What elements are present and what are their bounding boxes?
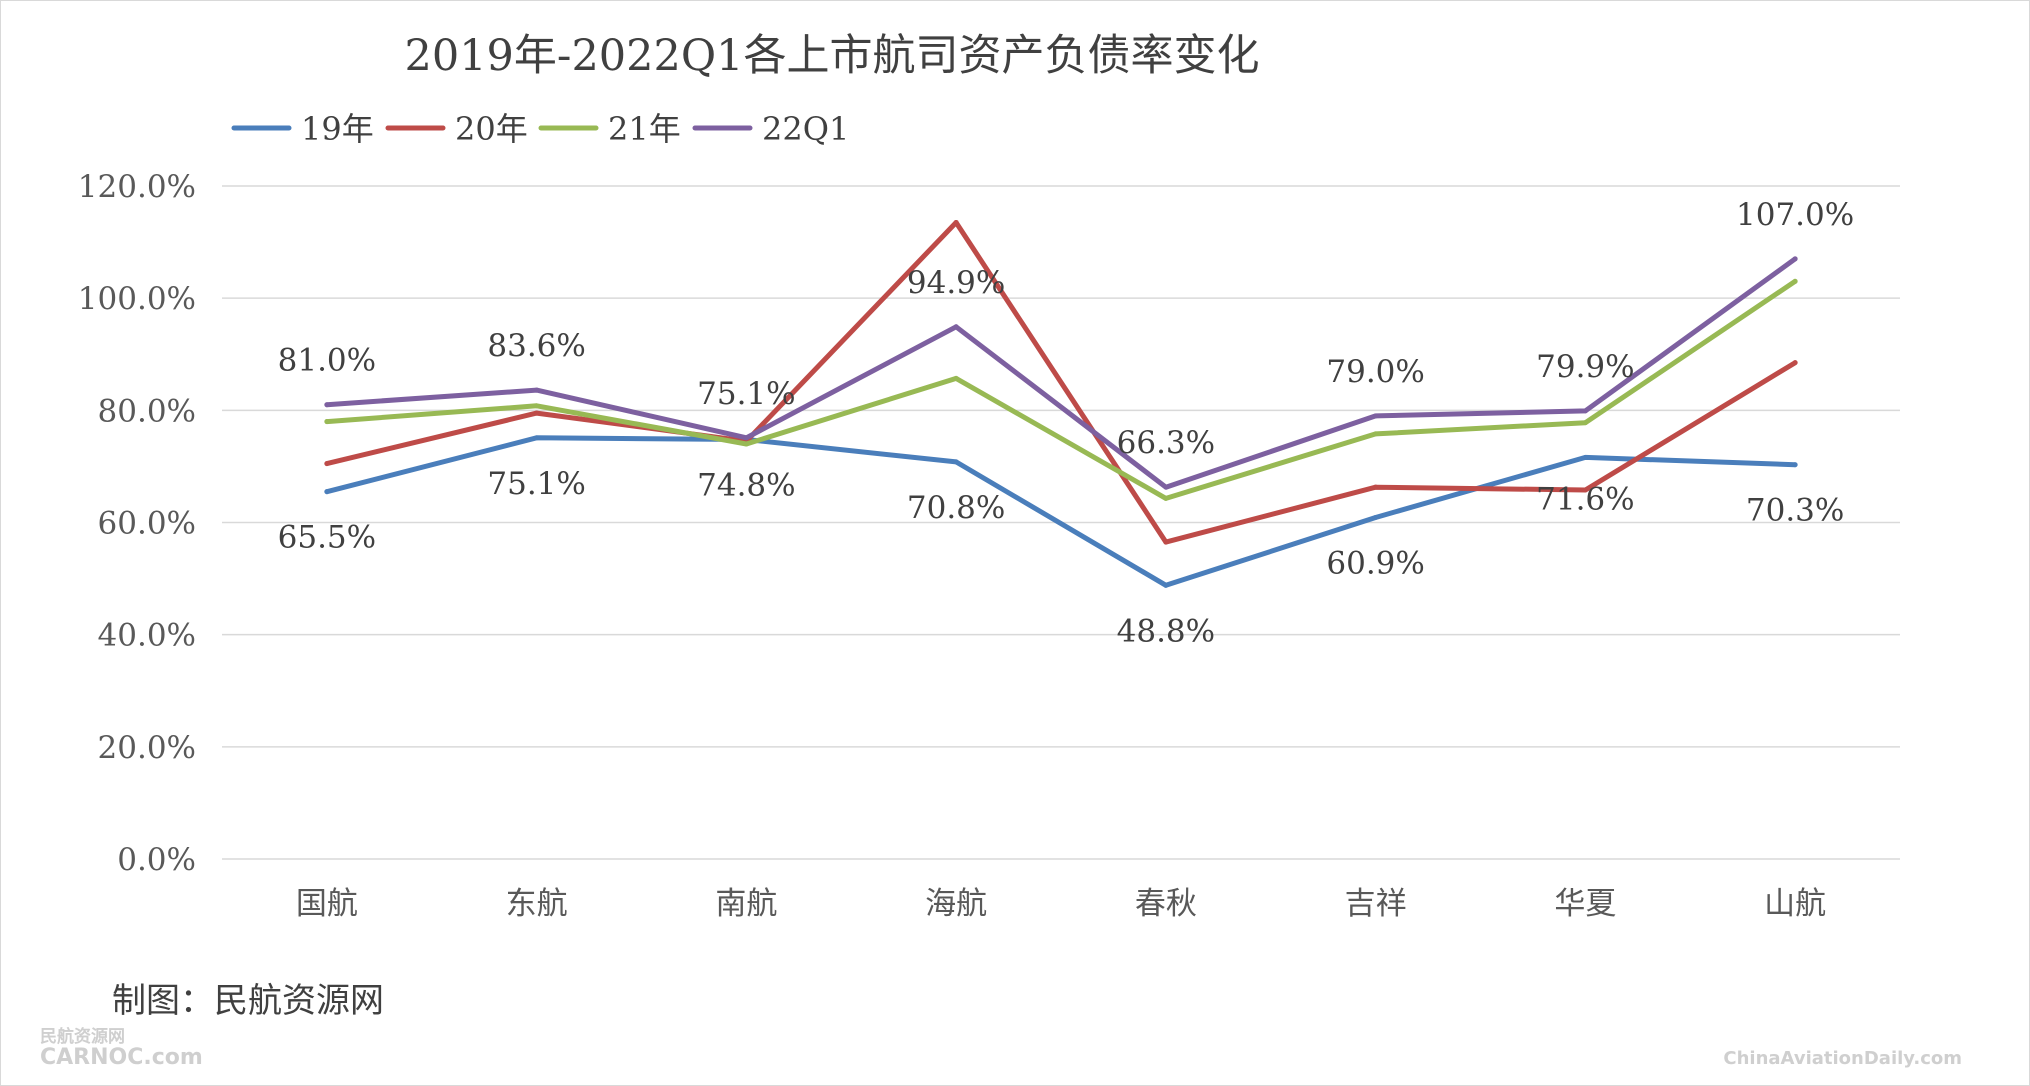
data-point (1792, 278, 1798, 284)
data-label: 60.9% (1326, 545, 1424, 581)
data-label: 65.5% (278, 520, 376, 556)
x-tick-label: 国航 (296, 886, 358, 922)
series-line (324, 220, 1798, 545)
legend-label: 21年 (608, 110, 681, 148)
y-tick-label: 0.0% (117, 842, 196, 878)
data-label: 71.6% (1536, 481, 1634, 517)
data-point (953, 219, 959, 225)
data-label: 83.6% (487, 328, 585, 364)
legend: 19年 20年 21年 22Q1 (231, 110, 849, 148)
legend-label: 20年 (455, 110, 528, 148)
data-point (953, 324, 959, 330)
x-tick-label: 海航 (925, 886, 987, 922)
data-point (1582, 454, 1588, 460)
data-point (324, 461, 330, 467)
data-point (743, 435, 749, 441)
series-line (324, 256, 1798, 490)
data-point (743, 441, 749, 447)
legend-label: 22Q1 (762, 110, 849, 148)
x-tick-label: 春秋 (1135, 886, 1197, 922)
watermark-left: 民航资源网 (40, 1026, 125, 1047)
data-point (1582, 487, 1588, 493)
x-tick-label: 东航 (506, 886, 568, 922)
x-axis-ticks: 国航 东航 南航 海航 春秋 吉祥 华夏 山航 (296, 886, 1826, 922)
data-point (1373, 413, 1379, 419)
data-label: 79.9% (1536, 349, 1634, 385)
data-label: 70.3% (1746, 493, 1844, 529)
watermark-left-sub: CARNOC.com (40, 1045, 203, 1070)
data-point (534, 387, 540, 393)
series-lines (324, 219, 1798, 588)
y-tick-label: 40.0% (98, 618, 196, 654)
data-label: 81.0% (278, 343, 376, 379)
data-point (1792, 256, 1798, 262)
data-label: 48.8% (1117, 613, 1215, 649)
data-point (324, 402, 330, 408)
data-point (534, 403, 540, 409)
data-label: 74.8% (697, 467, 795, 503)
data-point (1582, 420, 1588, 426)
series-line (324, 435, 1798, 588)
data-label: 66.3% (1117, 425, 1215, 461)
data-label: 107.0% (1736, 197, 1854, 233)
data-point (534, 435, 540, 441)
data-point (534, 410, 540, 416)
data-point (1163, 495, 1169, 501)
data-point (1163, 539, 1169, 545)
data-point (1582, 408, 1588, 414)
x-tick-label: 吉祥 (1345, 886, 1407, 922)
y-tick-label: 80.0% (98, 393, 196, 429)
data-point (1792, 462, 1798, 468)
y-tick-label: 100.0% (78, 281, 196, 317)
chart-credit: 制图：民航资源网 (112, 981, 384, 1021)
y-tick-label: 60.0% (98, 506, 196, 542)
data-point (1373, 484, 1379, 490)
x-tick-label: 山航 (1764, 886, 1826, 922)
data-point (953, 375, 959, 381)
data-point (324, 489, 330, 495)
data-labels: 65.5% 75.1% 74.8% 70.8% 48.8% 60.9% 71.6% 70.3%… (278, 197, 1855, 649)
data-label: 75.1% (487, 466, 585, 502)
y-tick-label: 20.0% (98, 730, 196, 766)
x-tick-label: 南航 (715, 886, 777, 922)
y-tick-label: 120.0% (78, 169, 196, 205)
data-point (1792, 360, 1798, 366)
y-axis-ticks: 0.0% 20.0% 40.0% 60.0% 80.0% 100.0% 120.0% (78, 169, 196, 878)
x-tick-label: 华夏 (1554, 886, 1616, 922)
series-line (324, 278, 1798, 501)
data-point (1163, 484, 1169, 490)
data-label: 70.8% (907, 490, 1005, 526)
data-label: 94.9% (907, 265, 1005, 301)
data-point (953, 459, 959, 465)
data-point (1373, 431, 1379, 437)
data-point (1373, 514, 1379, 520)
chart-title: 2019年-2022Q1各上市航司资产负债率变化 (404, 31, 1259, 81)
watermark-right: ChinaAviationDaily.com (1723, 1048, 1962, 1069)
data-label: 79.0% (1326, 354, 1424, 390)
data-point (324, 419, 330, 425)
data-point (1163, 582, 1169, 588)
legend-label: 19年 (301, 110, 374, 148)
data-label: 75.1% (697, 376, 795, 412)
